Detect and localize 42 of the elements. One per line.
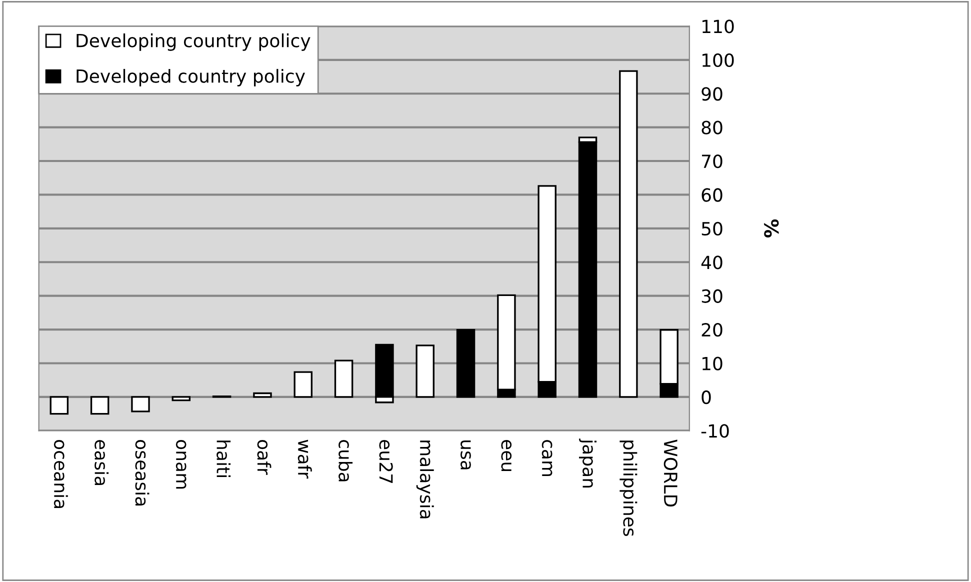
x-tick-label: haiti — [216, 440, 231, 477]
legend-label: Developing country policy — [76, 33, 310, 51]
x-tick-label: malaysia — [416, 440, 434, 518]
bar — [172, 396, 191, 402]
bar — [50, 396, 69, 415]
bar — [294, 371, 313, 398]
x-tick-label: oceania — [54, 440, 68, 508]
x-tick-label: onam — [176, 440, 186, 489]
x-tick-label: WORLD — [664, 440, 678, 507]
y-tick-label: 100 — [702, 53, 734, 68]
x-tick-label: cuba — [338, 440, 353, 482]
y-tick-label: 30 — [702, 289, 722, 303]
x-tick-label: oafr — [257, 440, 272, 475]
y-tick-label: 60 — [702, 188, 722, 202]
x-tick-label: easia — [94, 440, 109, 486]
bar — [456, 329, 476, 398]
x-tick-label: eeu — [501, 440, 512, 472]
y-tick-label: -10 — [701, 424, 729, 438]
x-tick-label: philippines — [620, 440, 638, 536]
y-tick-label: 80 — [702, 120, 722, 134]
y-tick-label: 10 — [702, 356, 722, 370]
y-tick-label: 50 — [702, 222, 722, 236]
y-axis-title: % — [764, 219, 779, 238]
bar — [131, 396, 150, 412]
x-tick-label: cam — [542, 440, 552, 476]
x-tick-label: usa — [460, 440, 471, 470]
y-tick-label: 0 — [702, 390, 711, 404]
x-tick-label: oseasia — [135, 440, 150, 506]
bar — [334, 360, 354, 398]
bar — [416, 344, 434, 398]
y-tick-label: 90 — [702, 87, 722, 101]
legend-label: Developed country policy — [76, 68, 305, 86]
y-tick-label: 110 — [702, 20, 734, 34]
bar — [253, 392, 272, 398]
bar — [619, 70, 638, 398]
x-tick-label: japan — [579, 438, 596, 488]
y-tick-label: 40 — [701, 256, 722, 270]
x-tick-label: eu27 — [379, 440, 393, 483]
x-tick-label: wafr — [298, 440, 312, 479]
y-tick-label: 20 — [702, 323, 722, 337]
bar — [90, 396, 110, 415]
y-tick-label: 70 — [702, 154, 722, 168]
